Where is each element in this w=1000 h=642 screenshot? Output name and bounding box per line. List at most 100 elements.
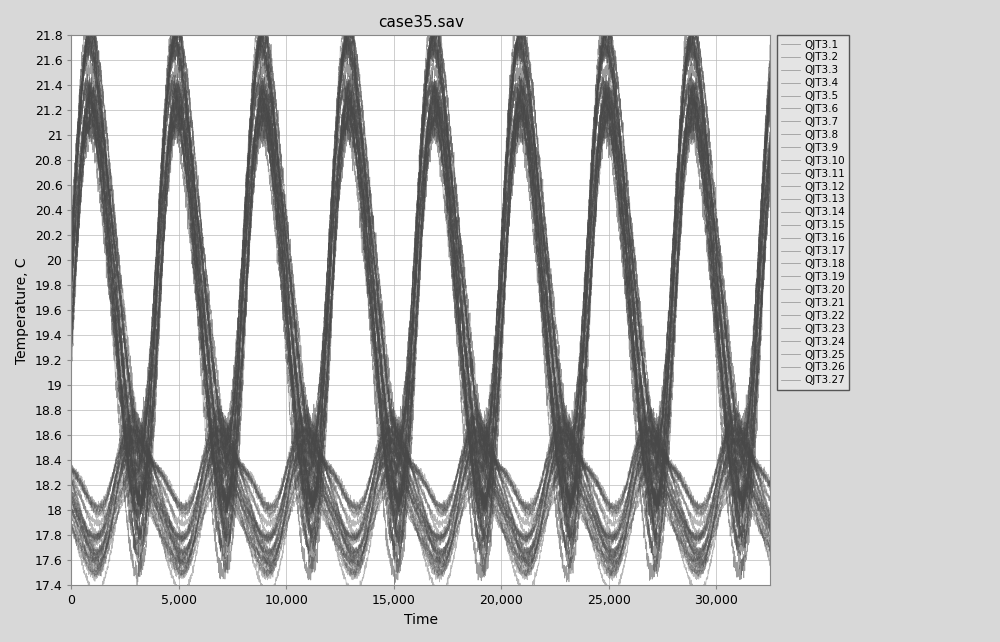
QJT3.7: [65, 324, 77, 331]
QJT3.24: [332, 114, 344, 122]
QJT3.10: [485, 494, 497, 501]
QJT3.22: [514, 37, 526, 44]
QJT3.27: [764, 68, 776, 76]
QJT3.8: [65, 337, 77, 345]
QJT3.4: [640, 418, 652, 426]
QJT3.6: [192, 264, 204, 272]
QJT3.21: [65, 329, 77, 336]
QJT3.15: [520, 63, 532, 71]
QJT3.27: [65, 227, 77, 234]
QJT3.5: [332, 107, 344, 114]
QJT3.7: [333, 162, 345, 170]
QJT3.6: [640, 451, 652, 459]
QJT3.2: [640, 504, 652, 512]
QJT3.12: [192, 274, 204, 282]
Legend: QJT3.1, QJT3.2, QJT3.3, QJT3.4, QJT3.5, QJT3.6, QJT3.7, QJT3.8, QJT3.9, QJT3.10,: QJT3.1, QJT3.2, QJT3.3, QJT3.4, QJT3.5, …: [777, 35, 849, 390]
QJT3.15: [485, 415, 497, 423]
QJT3.3: [65, 320, 77, 327]
QJT3.22: [332, 95, 344, 103]
QJT3.22: [587, 143, 599, 150]
QJT3.3: [565, 514, 577, 521]
QJT3.10: [332, 207, 344, 215]
QJT3.1: [332, 162, 344, 170]
QJT3.20: [640, 545, 652, 553]
QJT3.1: [192, 300, 204, 308]
QJT3.20: [520, 139, 532, 147]
QJT3.10: [587, 252, 599, 260]
Line: QJT3.13: QJT3.13: [71, 86, 770, 580]
QJT3.27: [192, 235, 204, 243]
QJT3.4: [426, 67, 438, 75]
QJT3.5: [485, 482, 497, 490]
QJT3.19: [650, 445, 662, 453]
QJT3.25: [193, 296, 205, 304]
QJT3.5: [341, 10, 353, 17]
QJT3.24: [65, 275, 77, 282]
QJT3.11: [392, 517, 404, 525]
QJT3.26: [485, 440, 497, 448]
QJT3.27: [485, 410, 497, 417]
QJT3.17: [520, 124, 532, 132]
QJT3.5: [640, 408, 652, 416]
QJT3.22: [478, 437, 490, 445]
QJT3.21: [587, 249, 599, 257]
QJT3.17: [476, 560, 488, 568]
QJT3.22: [65, 220, 77, 227]
QJT3.2: [587, 209, 599, 216]
Line: QJT3.5: QJT3.5: [71, 13, 770, 518]
QJT3.7: [485, 477, 497, 485]
QJT3.1: [587, 201, 599, 209]
QJT3.6: [520, 108, 532, 116]
QJT3.26: [520, 119, 532, 126]
Line: QJT3.8: QJT3.8: [71, 104, 770, 548]
QJT3.24: [640, 385, 652, 393]
QJT3.16: [587, 154, 599, 162]
QJT3.14: [640, 379, 652, 387]
QJT3.13: [485, 534, 497, 541]
QJT3.7: [514, 74, 526, 82]
QJT3.14: [520, 34, 532, 42]
QJT3.12: [520, 81, 532, 89]
QJT3.13: [65, 358, 77, 366]
QJT3.16: [640, 392, 652, 399]
QJT3.10: [640, 489, 652, 497]
QJT3.17: [333, 204, 345, 211]
QJT3.3: [587, 224, 599, 232]
Line: QJT3.3: QJT3.3: [71, 77, 770, 517]
QJT3.11: [485, 457, 497, 465]
QJT3.22: [764, 82, 776, 90]
QJT3.6: [485, 526, 497, 534]
QJT3.19: [640, 362, 652, 370]
Line: QJT3.4: QJT3.4: [71, 71, 770, 465]
QJT3.1: [685, 104, 697, 112]
QJT3.26: [600, 86, 612, 94]
Line: QJT3.20: QJT3.20: [71, 108, 770, 589]
QJT3.18: [65, 263, 77, 270]
QJT3.24: [566, 470, 578, 478]
QJT3.16: [333, 93, 345, 101]
QJT3.23: [65, 229, 77, 237]
Line: QJT3.11: QJT3.11: [71, 117, 770, 521]
QJT3.18: [640, 426, 652, 433]
QJT3.14: [65, 256, 77, 264]
QJT3.25: [640, 474, 652, 482]
QJT3.4: [388, 462, 400, 469]
QJT3.10: [427, 116, 439, 123]
QJT3.6: [65, 350, 77, 358]
QJT3.6: [481, 550, 493, 558]
QJT3.7: [193, 257, 205, 265]
Line: QJT3.25: QJT3.25: [71, 74, 770, 524]
QJT3.2: [520, 115, 532, 123]
QJT3.21: [764, 171, 776, 179]
QJT3.26: [65, 279, 77, 287]
QJT3.24: [520, 73, 532, 81]
QJT3.24: [587, 167, 599, 175]
QJT3.16: [65, 254, 77, 261]
QJT3.27: [587, 128, 599, 136]
QJT3.25: [587, 161, 599, 169]
QJT3.23: [599, 22, 611, 30]
QJT3.1: [65, 268, 77, 275]
QJT3.15: [341, 32, 353, 40]
QJT3.25: [485, 452, 497, 460]
Line: QJT3.1: QJT3.1: [71, 108, 770, 507]
